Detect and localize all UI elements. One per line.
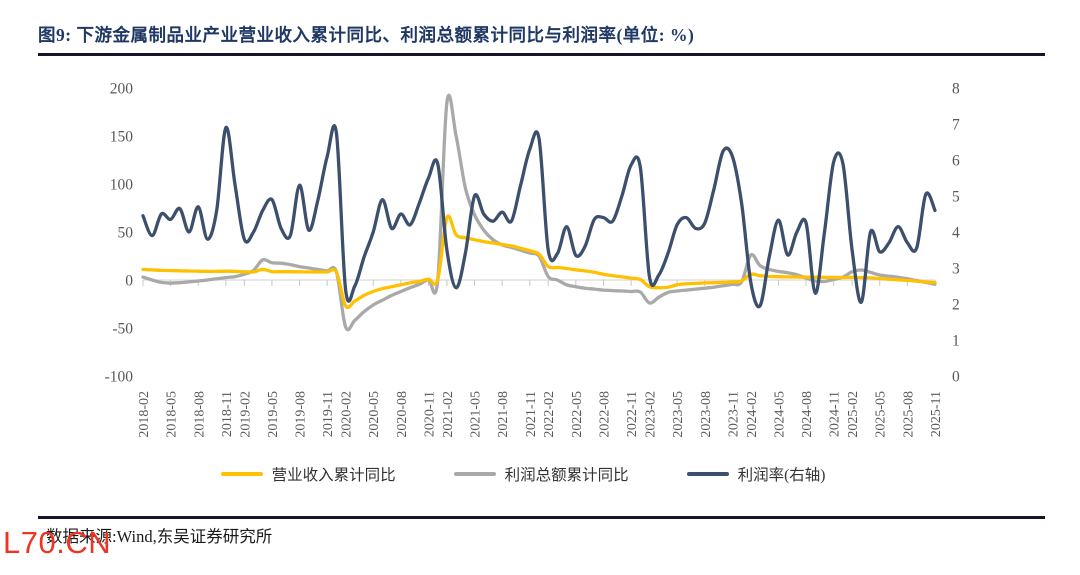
chart-legend: 营业收入累计同比 利润总额累计同比 利润率(右轴) (0, 461, 1080, 487)
legend-item-profit: 利润总额累计同比 (453, 463, 629, 485)
x-axis-tick-label: 2018-05 (165, 391, 180, 438)
left-axis-tick-label: 0 (125, 273, 133, 290)
x-axis-tick-label: 2020-02 (340, 391, 355, 438)
x-axis-tick-label: 2023-08 (699, 391, 714, 438)
legend-item-revenue: 营业收入累计同比 (220, 463, 396, 485)
x-axis-tick-label: 2022-11 (625, 391, 640, 437)
x-axis-tick-label: 2025-05 (874, 391, 889, 438)
x-axis-tick-label: 2024-11 (828, 391, 843, 437)
left-axis-tick-label: 150 (110, 129, 134, 146)
x-axis-tick-label: 2024-08 (800, 391, 815, 438)
x-axis-tick-label: 2022-05 (570, 391, 585, 438)
x-axis-tick-label: 2025-02 (846, 391, 861, 438)
left-axis-tick-label: 50 (118, 225, 134, 242)
x-axis-tick-label: 2021-02 (441, 391, 456, 438)
top-divider (38, 53, 1045, 56)
revenue-line-swatch (220, 472, 263, 476)
x-axis-tick-label: 2019-08 (294, 391, 309, 438)
data-source: 数据来源:Wind,东吴证券研究所 (46, 527, 273, 546)
x-axis-tick-label: 2021-11 (524, 391, 539, 437)
legend-label-revenue: 营业收入累计同比 (271, 467, 396, 484)
series-line-2 (141, 124, 937, 309)
right-axis-tick-label: 5 (952, 189, 960, 206)
x-axis-tick-label: 2020-05 (367, 391, 382, 438)
watermark: L70.CN (3, 525, 112, 560)
legend-label-profit: 利润总额累计同比 (504, 467, 629, 484)
figure-title: 图9: 下游金属制品业产业营业收入累计同比、利润总额累计同比与利润率(单位: %… (38, 25, 695, 45)
x-axis-tick-label: 2023-02 (644, 391, 659, 438)
right-axis-tick-label: 7 (952, 117, 960, 134)
x-axis-tick-label: 2019-11 (321, 391, 336, 437)
legend-label-margin: 利润率(右轴) (737, 467, 826, 484)
right-axis-tick-label: 2 (952, 297, 960, 314)
x-axis-tick-label: 2020-08 (395, 391, 410, 438)
left-axis-tick-label: -50 (112, 321, 133, 338)
right-axis-tick-label: 0 (952, 369, 960, 386)
right-axis-tick-label: 8 (952, 81, 960, 98)
left-axis-tick-label: 100 (110, 177, 134, 194)
margin-line-swatch (686, 472, 729, 476)
left-axis-tick-label: 200 (110, 81, 134, 98)
x-axis-tick-label: 2019-05 (266, 391, 281, 438)
x-axis-tick-label: 2025-11 (929, 391, 944, 437)
x-axis-tick-label: 2018-11 (220, 391, 235, 437)
right-axis-tick-label: 4 (952, 225, 960, 242)
x-axis-tick-label: 2022-02 (542, 391, 557, 438)
right-axis-tick-label: 6 (952, 153, 960, 170)
right-axis-tick-label: 3 (952, 261, 960, 278)
bottom-divider (38, 516, 1045, 519)
x-axis-tick-label: 2024-05 (772, 391, 787, 438)
right-axis-tick-label: 1 (952, 333, 960, 350)
series-line-0 (141, 214, 937, 310)
left-axis-tick-label: -100 (105, 369, 134, 386)
legend-item-margin: 利润率(右轴) (686, 463, 826, 485)
line-chart: 200 150 100 50 0 -50 -100 8 7 6 5 4 3 2 1 0 2018-02 2018-… (105, 81, 960, 438)
x-axis-tick-label: 2023-05 (671, 391, 686, 438)
x-axis-tick-label: 2018-08 (192, 391, 207, 438)
x-axis-tick-label: 2020-11 (422, 391, 437, 437)
profit-line-swatch (453, 472, 496, 476)
x-axis-tick-label: 2018-02 (137, 391, 152, 438)
x-axis-tick-label: 2023-11 (726, 391, 741, 437)
x-axis-tick-label: 2021-08 (496, 391, 511, 438)
x-axis-tick-label: 2021-05 (469, 391, 484, 438)
x-axis-tick-label: 2019-02 (238, 391, 253, 438)
x-axis-tick-label: 2025-08 (901, 391, 916, 438)
x-axis-tick-label: 2022-08 (597, 391, 612, 438)
x-axis-tick-label: 2024-02 (745, 391, 760, 438)
